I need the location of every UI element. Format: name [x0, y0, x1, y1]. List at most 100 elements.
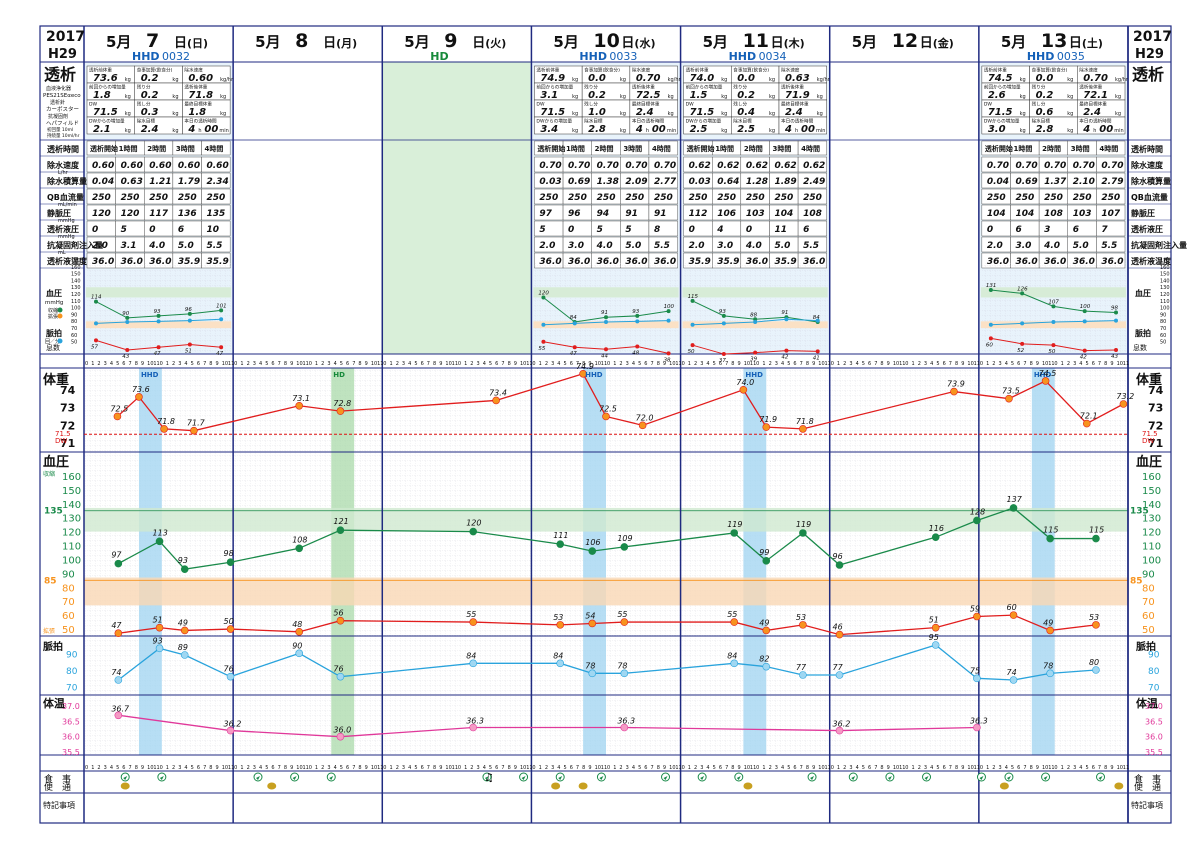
weight-value: 73.1 — [292, 394, 310, 403]
diastolic-value: 56 — [333, 609, 343, 618]
hour-tick-bottom: 5 — [638, 765, 641, 771]
hour-tick: 5 — [340, 361, 343, 367]
session-cell-value: 0.0 — [588, 73, 606, 84]
table-value: 6 — [1073, 225, 1079, 235]
table-head: 1時間 — [119, 144, 138, 153]
session-unit: kg — [721, 94, 727, 100]
mini-pulse-point — [988, 322, 993, 327]
table-head: 2時間 — [147, 144, 166, 153]
hour-tick-bottom: 10 — [744, 765, 750, 771]
weight-line — [116, 372, 1124, 432]
mini-pulse-point — [1114, 318, 1118, 323]
bp-tick-right: 140 — [1160, 278, 1170, 284]
table-value: 1.28 — [746, 177, 768, 187]
table-cell — [648, 220, 678, 237]
temp-section-label: 体温 — [43, 696, 65, 710]
hour-tick: 0 — [532, 361, 535, 367]
hour-tick-bottom: 0 — [980, 765, 983, 771]
hour-tick: 6 — [719, 361, 722, 367]
table-value: 0.60 — [121, 161, 143, 171]
hour-tick-bottom: 7 — [501, 765, 504, 771]
session-unit: kg — [620, 111, 626, 117]
table-cell — [648, 172, 678, 189]
hour-tick: 2 — [918, 361, 921, 367]
table-cell — [201, 220, 231, 237]
session-cell-caption: 前回からの増加量 — [536, 84, 573, 91]
weight-tick: 74 — [60, 384, 76, 397]
weight-point — [950, 387, 958, 396]
hour-tick: 0 — [160, 361, 163, 367]
hour-tick: 1 — [1061, 361, 1064, 367]
session-unit: kg — [572, 111, 578, 117]
hour-tick: 2 — [321, 361, 324, 367]
hour-tick-bottom: 0 — [383, 765, 386, 771]
hour-tick: 10 — [744, 361, 750, 367]
hour-tick-bottom: 4 — [781, 765, 784, 771]
mini-diastolic-value: 44 — [601, 353, 608, 359]
table-cell — [1096, 220, 1126, 237]
hour-tick-bottom: 8 — [880, 765, 883, 771]
hour-tick: 8 — [433, 361, 436, 367]
session-type: HHD — [1027, 50, 1055, 63]
hour-tick-bottom: 5 — [713, 765, 716, 771]
bp-tick-main-right: 70 — [1142, 597, 1155, 608]
hour-tick: 9 — [439, 361, 442, 367]
mini-systolic-value: 120 — [538, 290, 549, 296]
table-value: 36.0 — [654, 257, 676, 267]
mini-systolic-point — [541, 295, 546, 300]
weight-value: 71.7 — [187, 419, 206, 428]
hour-tick: 2 — [97, 361, 100, 367]
table-value: 0.62 — [746, 161, 768, 171]
hour-tick: 4 — [781, 361, 784, 367]
table-value: 36.0 — [1073, 257, 1095, 267]
table-value: 4.0 — [596, 241, 613, 251]
hour-tick-bottom: 2 — [843, 765, 846, 771]
mini-diastolic-value: 41 — [813, 355, 820, 361]
session-unit: kg — [668, 111, 674, 117]
weight-value: 73.9 — [947, 380, 965, 389]
pulse-tick: 90 — [66, 650, 78, 660]
session-unit: kg — [125, 128, 131, 134]
day-weekday: (日) — [187, 37, 208, 50]
table-value: 5.5 — [803, 241, 819, 251]
diastolic-point — [762, 626, 771, 635]
session-unit: kg/hr — [220, 77, 234, 83]
systolic-value: 99 — [759, 548, 769, 557]
diastolic-point — [973, 612, 981, 621]
dw-label: DW — [55, 437, 67, 445]
hour-tick: 2 — [843, 361, 846, 367]
table-value: 250 — [1044, 193, 1063, 203]
bp-tick-main-right: 110 — [1142, 542, 1161, 553]
pulse-legend-dot — [57, 338, 63, 344]
meal-icon-mark — [558, 776, 563, 780]
meal-icon-mark — [810, 776, 815, 780]
hour-tick: 4 — [184, 361, 187, 367]
table-value: 5.5 — [207, 241, 223, 251]
systolic-value: 96 — [833, 552, 843, 561]
weight-tick: 73 — [60, 402, 75, 415]
hour-tick-bottom: 4 — [1005, 765, 1008, 771]
session-unit: kg — [1067, 94, 1073, 100]
session-minutes: 00 — [801, 124, 815, 135]
hour-tick-bottom: 6 — [644, 765, 647, 771]
pulse-tick: 70 — [66, 684, 78, 694]
table-value: 0.62 — [689, 161, 711, 171]
session-type: HHD — [132, 50, 160, 63]
bp-tick-right: 90 — [1160, 312, 1166, 318]
mini-diastolic-value: 42 — [781, 355, 788, 361]
session-unit: min — [816, 128, 825, 134]
mini-systolic-point — [988, 287, 993, 292]
table-value: 117 — [149, 209, 169, 219]
hour-tick: 1 — [91, 361, 94, 367]
hour-tick-bottom: 6 — [346, 765, 349, 771]
table-value: 120 — [121, 209, 140, 219]
bp-tick-main: 130 — [62, 514, 81, 525]
table-value: 5 — [539, 225, 545, 235]
temp-tick: 35.5 — [62, 748, 80, 757]
hour-tick-bottom: 9 — [812, 765, 815, 771]
hour-tick-bottom: 9 — [141, 765, 144, 771]
hour-tick-bottom: 9 — [738, 765, 741, 771]
diastolic-point — [295, 628, 304, 636]
temp-section-label-right: 体温 — [1136, 696, 1158, 710]
band-marker: HD — [333, 371, 345, 379]
